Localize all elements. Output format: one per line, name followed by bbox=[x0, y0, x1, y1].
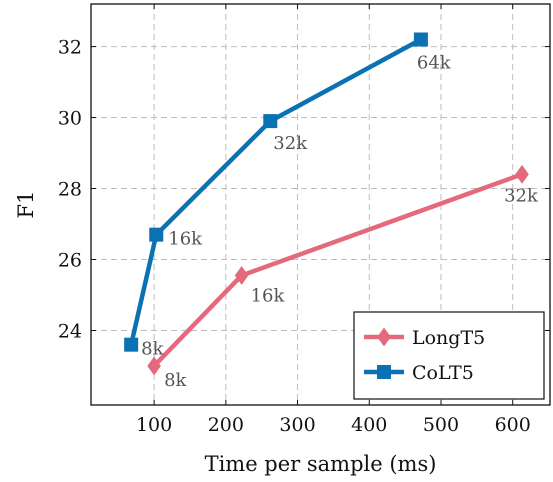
data-point-longt5 bbox=[515, 164, 529, 184]
point-labels: 8k 16k 32k 8k 16k 32k 64k bbox=[141, 52, 539, 390]
series-line-colt5 bbox=[128, 37, 424, 347]
y-axis-label: F1 bbox=[14, 191, 38, 219]
legend-marker bbox=[377, 365, 391, 379]
x-tick-label: 100 bbox=[136, 414, 172, 436]
point-label-colt5: 8k bbox=[141, 339, 164, 360]
point-label-colt5: 64k bbox=[417, 52, 452, 73]
point-label-colt5: 32k bbox=[273, 133, 308, 154]
x-tick-label: 400 bbox=[351, 414, 387, 436]
point-label-colt5: 16k bbox=[168, 229, 203, 250]
y-tick-label: 32 bbox=[58, 37, 82, 59]
data-point-colt5 bbox=[149, 227, 164, 242]
data-point-colt5 bbox=[263, 114, 278, 129]
x-tick-label: 500 bbox=[423, 414, 459, 436]
series-markers bbox=[124, 32, 529, 376]
legend: LongT5 CoLT5 bbox=[353, 311, 545, 400]
x-tick-label: 600 bbox=[495, 414, 531, 436]
legend-label: LongT5 bbox=[412, 327, 485, 349]
y-tick-label: 26 bbox=[58, 250, 82, 272]
plot-frame bbox=[90, 3, 551, 406]
point-label-longt5: 8k bbox=[164, 370, 187, 391]
point-label-longt5: 32k bbox=[504, 185, 539, 206]
point-label-longt5: 16k bbox=[251, 285, 286, 306]
y-tick-label: 28 bbox=[58, 179, 82, 201]
x-tick-label: 300 bbox=[279, 414, 315, 436]
x-axis-label: Time per sample (ms) bbox=[205, 452, 437, 476]
data-point-longt5 bbox=[147, 356, 161, 376]
data-point-colt5 bbox=[413, 32, 428, 47]
legend-box bbox=[353, 311, 545, 400]
axis-ticks: 100 200 300 400 500 600 24 26 28 30 32 bbox=[58, 4, 550, 436]
data-point-longt5 bbox=[234, 266, 249, 285]
data-point-colt5 bbox=[124, 337, 139, 352]
y-tick-label: 30 bbox=[58, 108, 82, 130]
legend-label: CoLT5 bbox=[412, 362, 474, 384]
legend-marker bbox=[377, 327, 391, 347]
x-tick-label: 200 bbox=[208, 414, 244, 436]
y-tick-label: 24 bbox=[58, 320, 82, 342]
